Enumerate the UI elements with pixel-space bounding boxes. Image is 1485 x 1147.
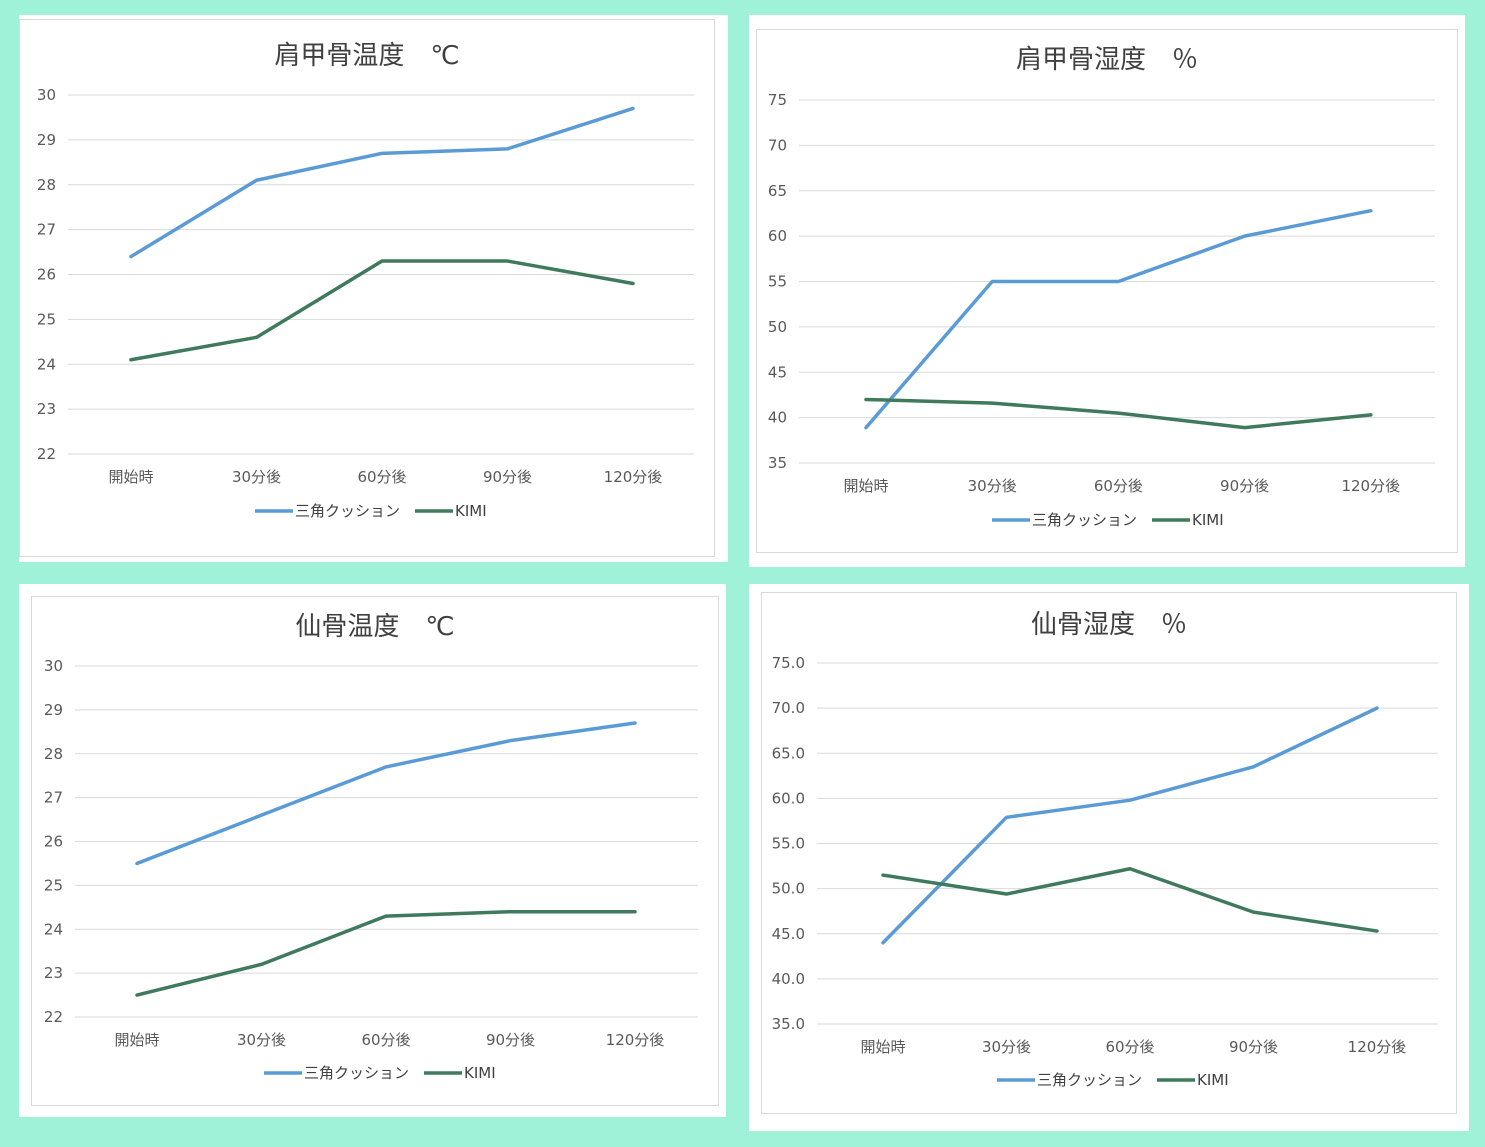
x-tick-label: 90分後 xyxy=(483,468,532,486)
x-tick-label: 開始時 xyxy=(860,1038,905,1056)
y-tick-label: 45 xyxy=(768,363,787,381)
y-tick-label: 75 xyxy=(768,91,787,109)
y-tick-label: 55.0 xyxy=(772,835,805,853)
chart-frame: 仙骨温度 ℃ 22 23 24 25 26 27 28 29 30 開始時 30分後 60分後 90分後 1… xyxy=(31,596,719,1106)
x-tick-label: 90分後 xyxy=(1220,477,1269,495)
y-tick-label: 22 xyxy=(44,1008,63,1026)
x-tick-label: 120分後 xyxy=(1348,1038,1407,1056)
chart-frame: 肩甲骨温度 ℃ 22 23 24 25 26 27 28 29 30 開始時 30分後 60分後 90分後… xyxy=(19,19,715,557)
y-tick-label: 70 xyxy=(768,136,787,154)
legend-label: 三角クッション xyxy=(304,1064,409,1082)
y-tick-label: 25 xyxy=(44,876,63,894)
series-line-kimi xyxy=(135,909,637,997)
y-tick-label: 65.0 xyxy=(772,744,805,762)
chart-title: 肩甲骨湿度 ％ xyxy=(1016,45,1198,75)
x-tick-label: 60分後 xyxy=(361,1031,410,1049)
y-tick-label: 30 xyxy=(44,657,63,675)
chart-title: 仙骨温度 ℃ xyxy=(295,612,454,642)
y-tick-label: 35.0 xyxy=(772,1015,805,1033)
legend-label: KIMI xyxy=(455,502,487,520)
y-tick-label: 70.0 xyxy=(772,699,805,717)
chart-frame: 仙骨湿度 ％ 35.0 40.0 45.0 50.0 55.0 60.0 65.0 70.0 75… xyxy=(761,592,1457,1114)
chart-svg: 仙骨温度 ℃ 22 23 24 25 26 27 28 29 30 開始時 30分後 60分後 90分後 1… xyxy=(44,612,698,1082)
y-tick-label: 35 xyxy=(768,454,787,472)
y-tick-label: 50 xyxy=(768,318,787,336)
legend-label: KIMI xyxy=(1192,511,1224,529)
y-tick-label: 25 xyxy=(37,310,56,328)
x-tick-label: 120分後 xyxy=(606,1031,665,1049)
y-tick-label: 23 xyxy=(44,964,63,982)
chart-panel-sacrum-temp: 仙骨温度 ℃ 22 23 24 25 26 27 28 29 30 開始時 30分後 60分後 90分後 1… xyxy=(19,584,726,1117)
y-tick-label: 45.0 xyxy=(772,925,805,943)
y-tick-label: 29 xyxy=(44,701,63,719)
x-tick-label: 30分後 xyxy=(237,1031,286,1049)
series-line-sankaku-cushion xyxy=(135,721,637,866)
series-line-kimi xyxy=(864,397,1373,430)
chart-panel-sacrum-humidity: 仙骨湿度 ％ 35.0 40.0 45.0 50.0 55.0 60.0 65.0 70.0 75… xyxy=(749,584,1469,1131)
y-tick-label: 50.0 xyxy=(772,880,805,898)
y-tick-label: 40.0 xyxy=(772,970,805,988)
series-line-sankaku-cushion xyxy=(881,706,1379,945)
x-tick-label: 開始時 xyxy=(114,1031,159,1049)
series-line-sankaku-cushion xyxy=(864,208,1373,430)
y-tick-label: 24 xyxy=(44,920,63,938)
x-tick-label: 60分後 xyxy=(1105,1038,1154,1056)
legend-label: 三角クッション xyxy=(1032,511,1137,529)
x-tick-label: 120分後 xyxy=(604,468,663,486)
y-tick-label: 65 xyxy=(768,182,787,200)
legend-label: KIMI xyxy=(464,1064,496,1082)
series-line-sankaku-cushion xyxy=(129,106,635,259)
legend-label: 三角クッション xyxy=(295,502,400,520)
chart-panel-scapula-humidity: 肩甲骨湿度 ％ 35 40 45 50 55 60 65 70 75 開始時 30分後 60分後 90分後… xyxy=(749,15,1465,567)
y-tick-label: 40 xyxy=(768,409,787,427)
y-tick-label: 24 xyxy=(37,355,56,373)
y-tick-label: 29 xyxy=(37,131,56,149)
y-tick-label: 22 xyxy=(37,445,56,463)
x-tick-label: 開始時 xyxy=(843,477,888,495)
chart-panel-scapula-temp: 肩甲骨温度 ℃ 22 23 24 25 26 27 28 29 30 開始時 30分後 60分後 90分後… xyxy=(19,15,728,562)
chart-title: 仙骨湿度 ％ xyxy=(1031,610,1187,640)
y-tick-label: 60 xyxy=(768,227,787,245)
chart-svg: 仙骨湿度 ％ 35.0 40.0 45.0 50.0 55.0 60.0 65.0 70.0 75… xyxy=(772,610,1438,1089)
series-line-kimi xyxy=(129,259,635,362)
x-tick-label: 60分後 xyxy=(357,468,406,486)
x-tick-label: 開始時 xyxy=(108,468,153,486)
y-tick-label: 28 xyxy=(44,745,63,763)
series-line-kimi xyxy=(881,867,1379,933)
chart-svg: 肩甲骨温度 ℃ 22 23 24 25 26 27 28 29 30 開始時 30分後 60分後 90分後… xyxy=(37,41,694,520)
chart-title: 肩甲骨温度 ℃ xyxy=(274,41,459,71)
x-tick-label: 30分後 xyxy=(968,477,1017,495)
x-tick-label: 30分後 xyxy=(232,468,281,486)
x-tick-label: 90分後 xyxy=(1229,1038,1278,1056)
y-tick-label: 23 xyxy=(37,400,56,418)
y-tick-label: 27 xyxy=(37,221,56,239)
y-tick-label: 60.0 xyxy=(772,789,805,807)
y-tick-label: 28 xyxy=(37,176,56,194)
chart-frame: 肩甲骨湿度 ％ 35 40 45 50 55 60 65 70 75 開始時 30分後 60分後 90分後… xyxy=(756,29,1458,553)
x-tick-label: 30分後 xyxy=(982,1038,1031,1056)
legend-label: KIMI xyxy=(1197,1071,1229,1089)
y-tick-label: 27 xyxy=(44,789,63,807)
y-tick-label: 30 xyxy=(37,86,56,104)
legend-label: 三角クッション xyxy=(1037,1071,1142,1089)
y-tick-label: 75.0 xyxy=(772,654,805,672)
x-tick-label: 60分後 xyxy=(1094,477,1143,495)
x-tick-label: 90分後 xyxy=(486,1031,535,1049)
y-tick-label: 26 xyxy=(37,266,56,284)
x-tick-label: 120分後 xyxy=(1341,477,1400,495)
chart-svg: 肩甲骨湿度 ％ 35 40 45 50 55 60 65 70 75 開始時 30分後 60分後 90分後… xyxy=(768,45,1435,529)
y-tick-label: 55 xyxy=(768,273,787,291)
y-tick-label: 26 xyxy=(44,833,63,851)
